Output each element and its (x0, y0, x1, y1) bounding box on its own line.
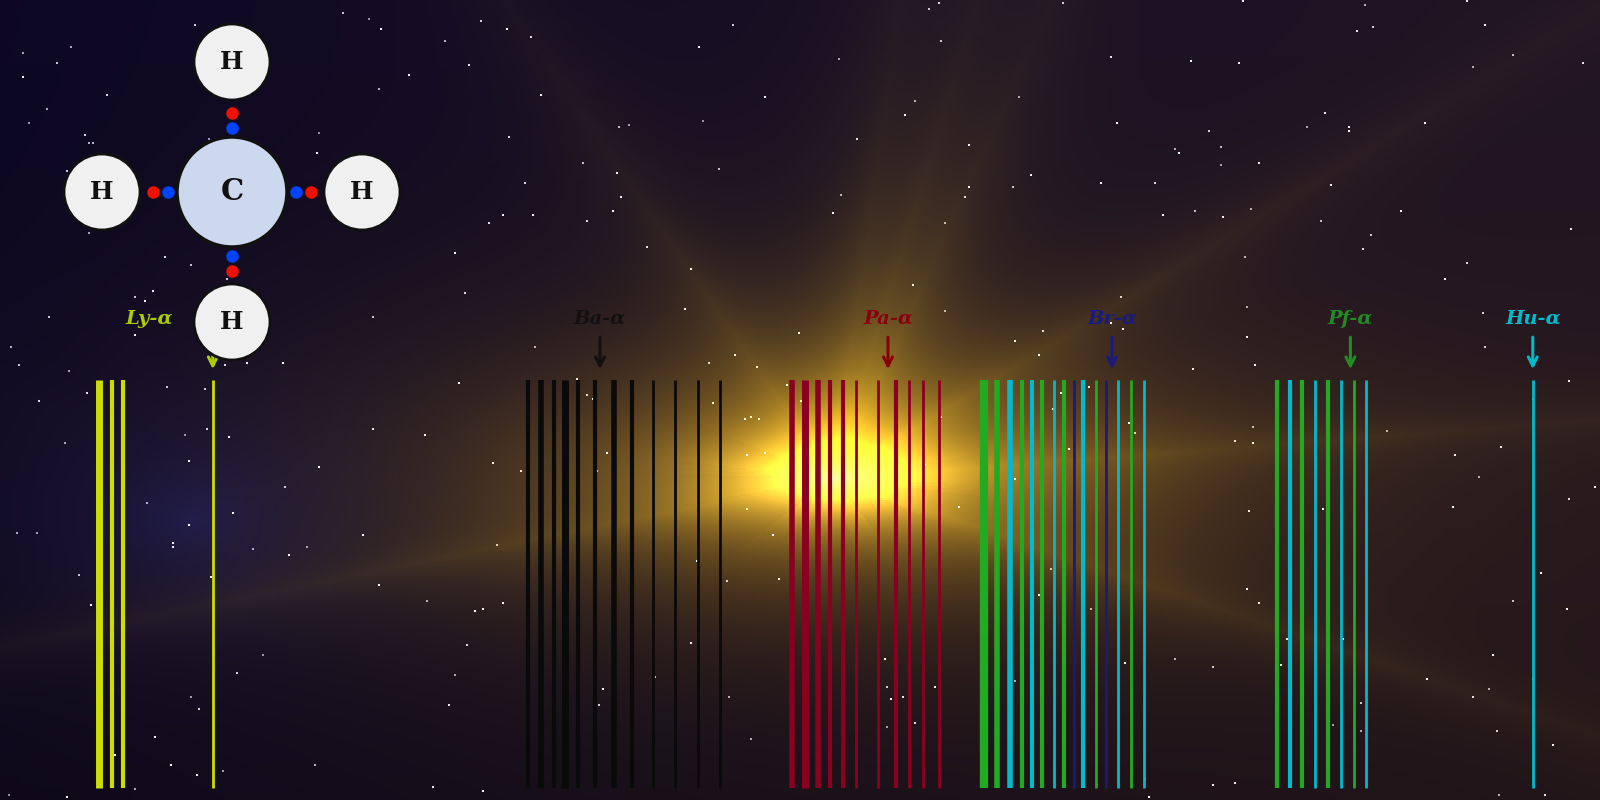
Text: H: H (221, 50, 243, 74)
Text: H: H (90, 180, 114, 204)
Text: H: H (350, 180, 374, 204)
Text: Ly-α: Ly-α (125, 310, 173, 328)
Text: Br-α: Br-α (1086, 310, 1138, 328)
Text: C: C (221, 178, 243, 206)
Text: Pa-α: Pa-α (862, 310, 914, 328)
Ellipse shape (194, 284, 270, 360)
Ellipse shape (323, 154, 400, 230)
Ellipse shape (178, 137, 286, 247)
Text: Pf-α: Pf-α (1328, 310, 1373, 328)
Text: Ba-α: Ba-α (574, 310, 626, 328)
Text: H: H (221, 310, 243, 334)
Ellipse shape (194, 24, 270, 100)
Text: Hu-α: Hu-α (1506, 310, 1560, 328)
Ellipse shape (64, 154, 141, 230)
